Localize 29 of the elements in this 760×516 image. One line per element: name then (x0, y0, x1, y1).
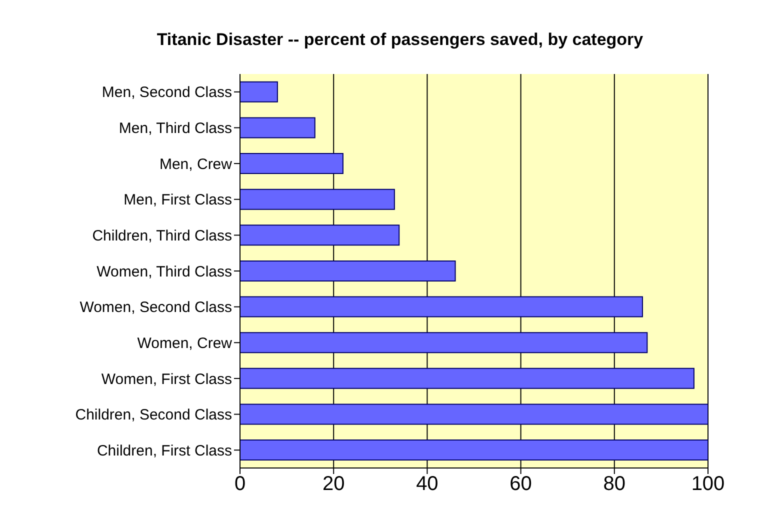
bar (240, 404, 708, 425)
x-tick-label: 80 (603, 473, 626, 496)
y-tick-label: Children, Second Class (75, 406, 232, 424)
bar (240, 440, 708, 461)
y-tick-label: Women, Third Class (96, 263, 232, 280)
bar (240, 188, 395, 210)
chart-title: Titanic Disaster -- percent of passengers saved, by category (156, 29, 644, 51)
x-tick-label: 20 (322, 473, 345, 496)
bar (240, 117, 316, 138)
x-tick-label: 60 (510, 473, 532, 496)
y-tick-label: Children, Third Class (92, 228, 232, 245)
y-tick-label: Men, Third Class (118, 120, 232, 138)
y-tick-label: Women, First Class (101, 370, 232, 388)
bar (240, 224, 400, 246)
y-tick-label: Men, Second Class (102, 84, 232, 102)
y-tick-label: Women, Crew (137, 334, 232, 352)
bar (240, 260, 456, 282)
y-tick-label: Men, Crew (159, 156, 232, 173)
x-tick-label: 40 (416, 473, 438, 496)
bar (240, 332, 648, 354)
bar (240, 81, 278, 102)
bar (240, 153, 344, 174)
x-tick-label: 100 (691, 473, 725, 496)
y-tick-label: Men, First Class (124, 192, 232, 209)
x-tick-label: 0 (234, 473, 246, 496)
y-tick-label: Children, First Class (96, 442, 232, 460)
bar (240, 296, 643, 318)
y-tick-label: Women, Second Class (80, 299, 232, 316)
bar (240, 368, 694, 389)
